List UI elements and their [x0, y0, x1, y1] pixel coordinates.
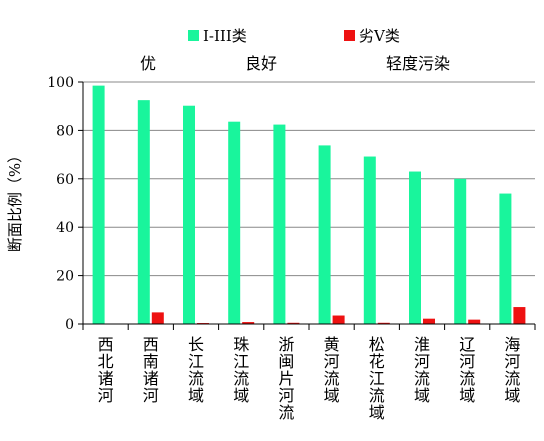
legend-swatch-i-iii [188, 30, 199, 41]
bar-i-iii [363, 156, 376, 324]
category-label: 长江流域 [188, 335, 204, 405]
bar-worse-than-v [468, 319, 481, 324]
category-label: 西南诸河 [143, 335, 159, 405]
axes [82, 82, 536, 330]
category-labels: 西北诸河 西南诸河 长江流域 珠江流域 浙闽片河流 黄河流域 松花江流域 淮河流域 辽河流域 海河… [98, 335, 521, 422]
bar-worse-than-v [377, 322, 390, 324]
legend: I-III类 劣V类 [188, 27, 400, 45]
bar-i-iii [92, 85, 105, 324]
bar-i-iii [137, 100, 150, 325]
category-label: 西北诸河 [98, 335, 114, 405]
bar-i-iii [273, 124, 286, 324]
y-tick-label: 60 [56, 172, 74, 188]
bar-worse-than-v [423, 318, 435, 324]
category-label: 淮河流域 [414, 335, 430, 405]
y-tick-label: 20 [56, 269, 74, 285]
bar-i-iii [183, 105, 195, 324]
svg-text:断面比例（%）: 断面比例（%） [6, 148, 24, 252]
bar-worse-than-v [151, 312, 164, 324]
bar-i-iii [228, 121, 241, 324]
bars [92, 85, 526, 325]
y-tick-label: 80 [56, 123, 74, 139]
bar-worse-than-v [242, 322, 255, 324]
bar-worse-than-v [332, 315, 345, 324]
y-axis-label: 断面比例（%） [6, 148, 24, 252]
bar-i-iii [318, 145, 331, 324]
category-label: 海河流域 [504, 335, 520, 405]
y-tick-label: 40 [56, 220, 74, 236]
category-label: 松花江流域 [369, 335, 385, 422]
band-annotation-good: 良好 [245, 54, 277, 73]
category-label: 浙闽片河流 [278, 335, 294, 422]
bar-i-iii [499, 193, 512, 324]
bar-worse-than-v [287, 322, 300, 324]
legend-label-v: 劣V类 [359, 27, 400, 45]
y-tick-label: 100 [47, 75, 74, 91]
category-label: 辽河流域 [459, 335, 475, 405]
gridlines [83, 81, 535, 277]
category-label: 黄河流域 [324, 335, 340, 405]
bar-i-iii [409, 171, 421, 324]
category-label: 珠江流域 [233, 335, 249, 405]
legend-label-i-iii: I-III类 [203, 27, 247, 45]
bar-worse-than-v [513, 307, 526, 324]
band-annotation-excellent: 优 [140, 54, 156, 73]
band-annotation-light-pollution: 轻度污染 [386, 54, 450, 73]
y-tick-label: 0 [65, 317, 74, 333]
y-axis-ticks: 0 20 40 60 80 100 [47, 75, 83, 333]
legend-swatch-v [344, 30, 355, 41]
bar-i-iii [454, 178, 467, 324]
